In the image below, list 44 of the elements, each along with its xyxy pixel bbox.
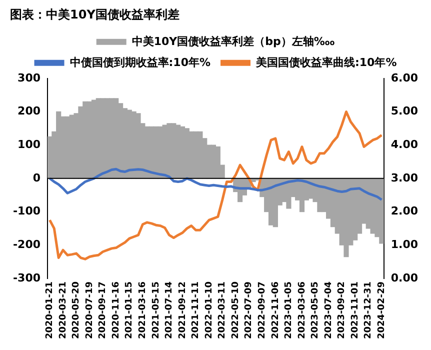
x-tick-label: 2020-07-19 <box>84 281 95 340</box>
x-tick-label: 2022-05-10 <box>230 281 241 340</box>
y-tick-label: -100 <box>12 204 41 218</box>
x-tick-label: 2021-07-14 <box>164 281 175 340</box>
x-tick-label: 2021-05-15 <box>151 281 162 340</box>
x-tick-label: 2020-01-21 <box>45 281 56 340</box>
y-tick-label: 200 <box>18 104 41 118</box>
x-tick-label: 2021-01-15 <box>124 281 135 340</box>
x-tick-label: 2020-11-16 <box>111 281 122 340</box>
y-tick-label: 100 <box>18 138 41 151</box>
x-tick-label: 2023-11-01 <box>350 281 360 340</box>
x-tick-label: 2024-02-29 <box>376 281 387 340</box>
x-tick-label: 2020-05-20 <box>72 281 82 340</box>
y-tick-label: -200 <box>12 238 41 251</box>
y2-tick-label: 0.00 <box>390 271 418 284</box>
x-tick-label: 2020-09-17 <box>98 281 108 340</box>
y2-tick-label: 1.00 <box>390 238 418 251</box>
y-tick-label: 300 <box>18 71 41 84</box>
x-tick-label: 2022-11-06 <box>270 281 281 340</box>
x-tick-label: 2022-01-10 <box>204 281 214 340</box>
x-tick-label: 2023-03-06 <box>297 281 308 340</box>
x-tick-label: 2022-03-11 <box>218 281 228 340</box>
x-tick-label: 2023-09-02 <box>337 281 348 340</box>
y-tick-label: 0 <box>32 171 41 184</box>
x-tick-label: 2023-12-31 <box>364 281 374 340</box>
y2-tick-label: 5.00 <box>390 104 418 118</box>
y2-tick-label: 4.00 <box>390 138 418 151</box>
x-tick-label: 2022-07-09 <box>244 281 254 340</box>
x-tick-label: 2021-11-11 <box>191 281 202 340</box>
y2-tick-label: 2.00 <box>390 204 418 218</box>
legend-label: 美国国债收益率曲线:10年% <box>255 56 397 69</box>
x-tick-label: 2023-07-04 <box>324 281 334 340</box>
chart-title: 图表：中美10Y国债收益率利差 <box>10 7 180 22</box>
x-tick-label: 2023-05-05 <box>310 281 321 340</box>
y2-tick-label: 6.00 <box>390 71 418 84</box>
legend-label: 中债国债到期收益率:10年% <box>70 56 211 69</box>
x-tick-label: 2023-01-05 <box>284 281 294 340</box>
x-tick-label: 2021-03-16 <box>138 281 148 340</box>
legend-label: 中美10Y国债收益率利差（bp）左轴‱ <box>132 34 335 48</box>
y-tick-label: -300 <box>12 271 41 284</box>
x-tick-label: 2020-03-21 <box>58 281 68 340</box>
y2-tick-label: 3.00 <box>390 171 418 184</box>
x-tick-label: 2021-09-12 <box>178 281 188 340</box>
x-tick-label: 2022-09-07 <box>258 281 268 340</box>
